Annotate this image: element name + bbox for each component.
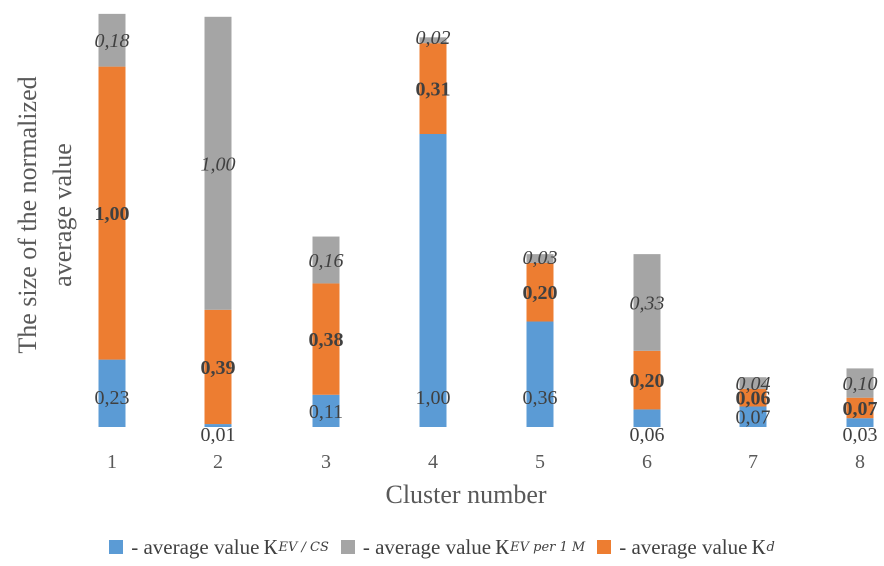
bar-blue-cluster-5: [527, 322, 554, 427]
x-tick-label-5: 5: [535, 451, 545, 473]
data-label-gray-cluster-2: 1,00: [201, 153, 236, 175]
x-tick-label-3: 3: [321, 451, 331, 473]
stacked-bar-chart: 0,23 1,00 0,18 0,01 0,39 1,00 0,11 0,38 0,16 1,00…: [0, 0, 884, 528]
legend: - average value К EV / CS - average valu…: [0, 530, 884, 564]
data-label-blue-cluster-5: 0,36: [523, 387, 558, 409]
data-label-blue-cluster-2: 0,01: [201, 424, 236, 446]
bar-blue-cluster-4: [420, 134, 447, 427]
data-label-blue-cluster-1: 0,23: [95, 387, 130, 409]
data-label-orange-cluster-2: 0,39: [201, 357, 236, 379]
legend-text-orange: - average value: [619, 535, 747, 560]
legend-subscript-gray: EV per 1 M: [510, 540, 585, 555]
data-label-gray-cluster-6: 0,33: [630, 292, 665, 314]
data-label-orange-cluster-6: 0,20: [630, 370, 665, 392]
legend-symbol-blue: К: [263, 535, 277, 560]
legend-text-blue: - average value: [131, 535, 259, 560]
data-label-blue-cluster-3: 0,11: [309, 401, 343, 423]
x-tick-label-6: 6: [642, 451, 652, 473]
legend-item-gray: - average value К EV per 1 M: [341, 535, 585, 560]
legend-item-orange: - average value К d: [597, 535, 775, 560]
legend-swatch-orange: [597, 540, 611, 554]
data-label-gray-cluster-4: 0,02: [416, 27, 451, 49]
legend-symbol-gray: К: [495, 535, 509, 560]
data-label-gray-cluster-1: 0,18: [95, 30, 130, 52]
legend-subscript-orange: d: [766, 540, 774, 555]
data-label-orange-cluster-1: 1,00: [95, 203, 130, 225]
legend-item-blue: - average value К EV / CS: [109, 535, 329, 560]
x-tick-label-2: 2: [213, 451, 223, 473]
data-label-orange-cluster-3: 0,38: [309, 329, 344, 351]
data-label-blue-cluster-7: 0,07: [736, 407, 771, 429]
y-axis-title-line-1: The size of the normalized: [13, 76, 42, 353]
data-label-orange-cluster-4: 0,31: [416, 79, 451, 101]
x-tick-label-7: 7: [748, 451, 758, 473]
data-label-blue-cluster-4: 1,00: [416, 387, 451, 409]
legend-subscript-blue: EV / CS: [278, 540, 328, 555]
data-label-gray-cluster-5: 0,03: [523, 247, 558, 269]
y-axis-title-line-2: average value: [48, 143, 77, 287]
x-tick-label-1: 1: [107, 451, 117, 473]
x-axis-title: Cluster number: [385, 480, 546, 509]
data-label-blue-cluster-8: 0,03: [843, 424, 878, 446]
data-label-gray-cluster-3: 0,16: [309, 250, 344, 272]
legend-swatch-gray: [341, 540, 355, 554]
data-label-orange-cluster-5: 0,20: [523, 282, 558, 304]
x-tick-label-4: 4: [428, 451, 438, 473]
legend-symbol-orange: К: [751, 535, 765, 560]
x-tick-label-8: 8: [855, 451, 865, 473]
data-label-blue-cluster-6: 0,06: [630, 424, 665, 446]
legend-swatch-blue: [109, 540, 123, 554]
data-label-orange-cluster-8: 0,07: [843, 398, 878, 420]
data-label-gray-cluster-7: 0,04: [736, 373, 771, 395]
data-label-gray-cluster-8: 0,10: [843, 373, 878, 395]
legend-text-gray: - average value: [363, 535, 491, 560]
